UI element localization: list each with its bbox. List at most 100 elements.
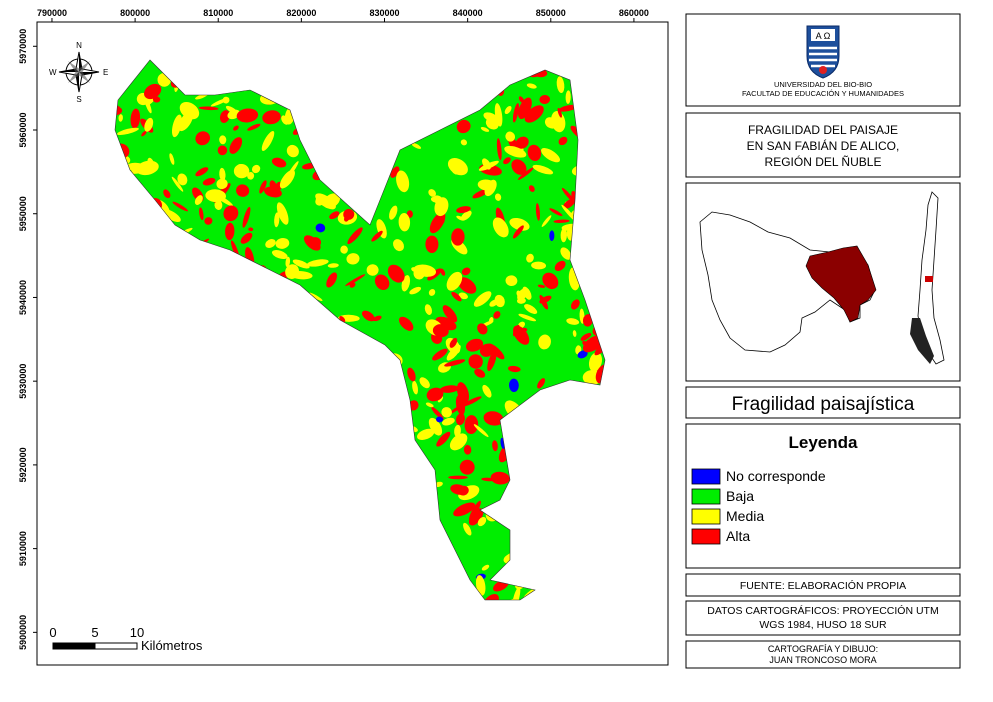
- fragility-patch: [407, 367, 416, 382]
- fragility-patch: [219, 135, 227, 145]
- fragility-patch: [198, 106, 219, 111]
- fragility-patch: [513, 325, 530, 345]
- fragility-patch: [460, 139, 468, 146]
- fragility-patch: [458, 292, 468, 300]
- fragility-patch: [343, 208, 355, 220]
- fragility-patch: [432, 348, 448, 361]
- x-tick-label: 820000: [286, 8, 316, 18]
- fragility-patch: [558, 104, 579, 112]
- fragility-patch: [457, 277, 477, 294]
- fragility-patch: [539, 94, 551, 105]
- fragility-patch: [144, 117, 154, 132]
- fragility-patch: [141, 130, 147, 137]
- x-tick-label: 850000: [536, 8, 566, 18]
- fragility-patch: [538, 334, 551, 350]
- fragility-patch: [199, 207, 204, 221]
- fragility-patch: [463, 522, 472, 536]
- fragility-patch: [216, 178, 228, 190]
- fragility-patch: [326, 272, 338, 288]
- fragility-patch: [455, 413, 465, 426]
- fragility-patch: [204, 217, 213, 225]
- svg-text:A Ω: A Ω: [816, 31, 831, 41]
- fragility-patch: [442, 305, 458, 323]
- fragility-patch: [473, 291, 492, 307]
- fragility-patch: [195, 167, 209, 177]
- fragility-patch: [511, 159, 527, 175]
- fragility-patch: [271, 157, 287, 168]
- cartography-text: DATOS CARTOGRÁFICOS: PROYECCIÓN UTM: [707, 604, 938, 617]
- fragility-patch: [195, 131, 211, 146]
- fragility-patch: [557, 107, 563, 118]
- fragility-patch: [554, 260, 566, 272]
- fragility-patch: [441, 407, 452, 418]
- fragility-patch: [441, 417, 455, 426]
- institution-faculty: FACULTAD DE EDUCACIÓN Y HUMANIDADES: [742, 89, 904, 98]
- fragility-patch: [566, 318, 580, 325]
- institution-name: UNIVERSIDAD DEL BIO-BIO: [774, 80, 872, 89]
- fragility-patch: [225, 105, 238, 114]
- fragility-patch: [508, 365, 521, 373]
- legend-label: Media: [726, 508, 764, 524]
- fragility-patch: [483, 411, 504, 426]
- fragility-patch: [451, 164, 462, 175]
- fragility-patch: [549, 230, 555, 242]
- fragility-patch: [366, 264, 379, 276]
- fragility-patch: [562, 198, 576, 209]
- fragility-patch: [177, 173, 188, 186]
- legend-title: Leyenda: [789, 433, 859, 452]
- source-text: FUENTE: ELABORACIÓN PROPIA: [740, 579, 906, 592]
- fragility-patch: [339, 315, 346, 323]
- fragility-patch: [541, 148, 561, 163]
- fragility-patch: [556, 76, 565, 94]
- fragility-patch: [505, 131, 516, 142]
- legend-swatch: [691, 488, 721, 505]
- fragility-patch: [219, 167, 226, 182]
- fragility-patch: [281, 115, 289, 125]
- x-tick-label: 810000: [203, 8, 233, 18]
- fragility-patch: [464, 415, 479, 435]
- fragility-patch: [487, 351, 497, 371]
- fragility-patch: [236, 164, 245, 170]
- fragility-patch: [259, 180, 267, 194]
- fragility-patch: [504, 105, 512, 115]
- fragility-patch: [527, 144, 542, 161]
- fragility-patch: [361, 310, 375, 322]
- fragility-patch: [163, 189, 171, 199]
- fragility-patch: [492, 217, 509, 238]
- legend-items: No corresponde Baja Media Alta: [691, 468, 826, 545]
- fragility-patch: [315, 193, 336, 210]
- y-tick-label: 5910000: [18, 531, 28, 566]
- fragility-patch: [431, 406, 444, 420]
- fragility-patch: [428, 189, 436, 197]
- fragility-patch: [460, 210, 472, 221]
- fragility-patch: [465, 338, 484, 352]
- fragility-patch: [484, 179, 497, 197]
- fragility-patch: [396, 170, 410, 193]
- fragility-patch: [130, 108, 141, 129]
- fragility-patch: [524, 105, 544, 123]
- fragility-patch: [512, 103, 519, 123]
- fragility-patch: [425, 235, 439, 254]
- fragility-patch: [309, 292, 323, 302]
- fragility-patch: [503, 157, 511, 165]
- title-line: FRAGILIDAD DEL PAISAJE: [748, 123, 898, 137]
- fragility-patch: [439, 203, 445, 212]
- fragility-patch: [117, 127, 139, 135]
- fragility-patch: [560, 227, 567, 243]
- legend-swatch: [691, 528, 721, 545]
- fragility-patch: [539, 294, 549, 310]
- fragility-patch: [481, 564, 490, 571]
- fragility-patch: [479, 343, 494, 357]
- fragility-patch: [475, 575, 486, 596]
- fragility-patch: [194, 195, 203, 205]
- fragility-patch: [572, 330, 577, 337]
- fragility-patch: [439, 217, 445, 224]
- fragility-patch: [483, 112, 499, 123]
- fragility-patch: [398, 213, 411, 232]
- fragility-patch: [419, 377, 430, 389]
- fragility-patch: [223, 205, 239, 222]
- fragility-patch: [461, 396, 482, 407]
- fragility-patch: [225, 222, 235, 241]
- fragility-patch: [459, 459, 475, 475]
- y-tick-label: 5970000: [18, 29, 28, 64]
